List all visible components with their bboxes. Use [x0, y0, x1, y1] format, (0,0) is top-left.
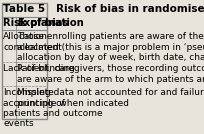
Text: Risk of bias: Risk of bias	[3, 18, 69, 28]
Text: Those enrolling patients are aware of the group
allocated (this is a major probl: Those enrolling patients are aware of th…	[18, 32, 204, 62]
Text: Missing data not accounted for and failure of the
principle when indicated: Missing data not accounted for and failu…	[18, 88, 204, 108]
Text: Explanation: Explanation	[18, 18, 84, 28]
FancyBboxPatch shape	[2, 3, 47, 119]
Text: Lack of blinding: Lack of blinding	[3, 64, 75, 73]
Text: Table 5   Risk of bias in randomised controlled trials: Table 5 Risk of bias in randomised contr…	[3, 4, 204, 14]
Text: Allocation
concealment: Allocation concealment	[3, 32, 62, 52]
Text: Incomplete
accounting of
patients and outcome
events: Incomplete accounting of patients and ou…	[3, 88, 103, 128]
Text: Patient, caregivers, those recording outcomes, th
are aware of the arm to which : Patient, caregivers, those recording out…	[18, 64, 204, 84]
